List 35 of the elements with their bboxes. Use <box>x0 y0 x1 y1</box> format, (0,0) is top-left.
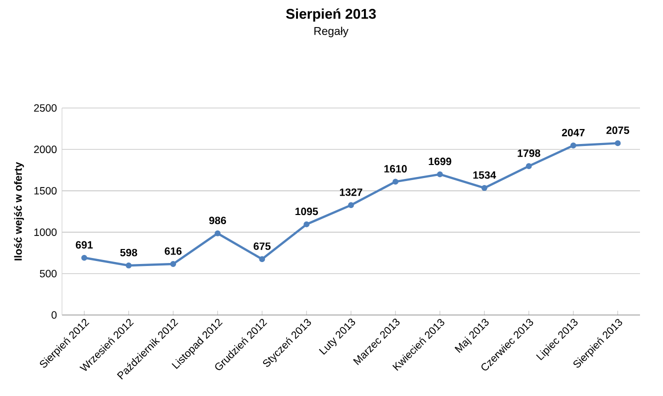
data-label: 1610 <box>384 165 407 173</box>
data-label: 1095 <box>295 208 318 216</box>
data-label: 616 <box>164 247 182 255</box>
point <box>436 171 443 178</box>
data-label: 1534 <box>473 171 496 179</box>
chart-subtitle: Regały <box>314 26 348 38</box>
data-label: 2075 <box>606 126 630 134</box>
data-label: 2047 <box>562 128 585 136</box>
point <box>214 230 221 236</box>
data-label: 675 <box>254 242 271 250</box>
point <box>348 202 354 208</box>
y-tick-label: 1000 <box>34 228 57 236</box>
point <box>526 163 532 170</box>
y-tick-label: 1500 <box>34 187 57 195</box>
data-label: 691 <box>76 241 93 249</box>
chart-title: Sierpień 2013 <box>286 8 376 22</box>
y-tick-label: 500 <box>40 270 57 278</box>
point <box>614 140 621 146</box>
data-label: 1327 <box>340 188 362 196</box>
data-label: 1798 <box>518 149 540 157</box>
y-axis-title: Ilość wejść w oferty <box>14 162 24 260</box>
point <box>304 221 310 228</box>
data-label: 598 <box>120 248 138 256</box>
data-label: 986 <box>209 216 226 224</box>
y-tick-label: 2500 <box>34 104 57 112</box>
point <box>259 256 266 262</box>
data-label: 1699 <box>428 158 452 166</box>
y-tick-label: 2000 <box>34 146 57 154</box>
point <box>570 142 576 148</box>
point <box>392 178 398 185</box>
point <box>170 261 176 267</box>
point <box>81 254 88 261</box>
y-tick-label: 0 <box>52 311 57 319</box>
point <box>126 262 132 268</box>
point <box>481 185 488 191</box>
